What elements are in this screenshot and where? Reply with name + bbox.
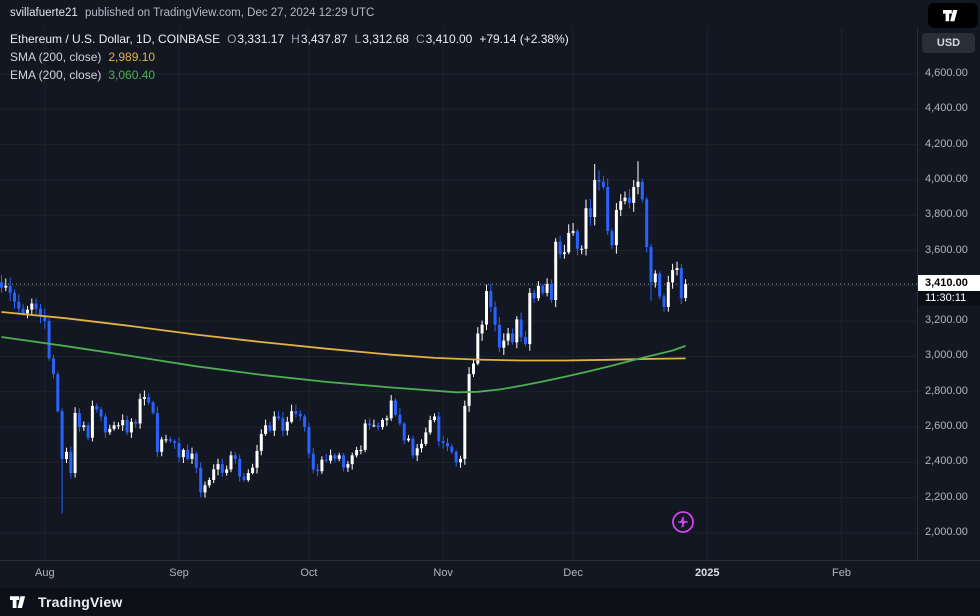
price-axis-label: 3,600.00 (925, 243, 968, 256)
ema-label: EMA (200, close) (10, 68, 102, 82)
bar-countdown: 11:30:11 (918, 291, 980, 307)
price-axis-label: 2,200.00 (925, 490, 968, 503)
chart-plot-area[interactable]: Ethereum / U.S. Dollar, 1D, COINBASE O 3,… (0, 28, 917, 560)
sma-label: SMA (200, close) (10, 50, 102, 64)
price-axis-label: 4,600.00 (925, 67, 968, 79)
time-axis-label: Nov (433, 567, 453, 579)
time-axis-label: Dec (563, 567, 583, 579)
tradingview-logo-icon (943, 9, 958, 21)
attribution: svillafuerte21 published on TradingView.… (10, 7, 374, 19)
lightning-circle-icon[interactable] (671, 510, 695, 534)
price-axis-label: 3,800.00 (925, 208, 968, 221)
footer-brand[interactable]: TradingView (38, 594, 123, 610)
time-axis-label: Feb (832, 567, 851, 579)
price-axis-label: 4,400.00 (925, 102, 968, 115)
price-axis-label: 2,400.00 (925, 455, 968, 468)
price-axis-label: 2,600.00 (925, 420, 968, 433)
attribution-username[interactable]: svillafuerte21 (10, 7, 78, 19)
attribution-text: published on TradingView.com, Dec 27, 20… (84, 7, 375, 19)
time-axis[interactable]: Aug Sep Oct Nov Dec 2025 Feb (0, 560, 980, 588)
price-axis-label: 4,000.00 (925, 172, 968, 185)
current-price-label: 3,410.00 (918, 275, 980, 292)
ema-value: 3,060.40 (108, 68, 156, 82)
price-axis-label: 3,000.00 (925, 349, 968, 362)
price-change: +79.14 (+2.38%) (479, 32, 569, 46)
tradingview-logo-badge[interactable] (928, 3, 978, 28)
price-axis-label: 4,200.00 (925, 137, 968, 150)
ohlc-low: L 3,312.68 (354, 32, 409, 46)
symbol-legend-row[interactable]: Ethereum / U.S. Dollar, 1D, COINBASE O 3,… (10, 32, 569, 47)
price-axis-label: 2,000.00 (925, 526, 968, 538)
ohlc-open: O 3,331.17 (227, 32, 285, 46)
time-axis-label: Oct (300, 567, 318, 579)
current-price-badge: 3,410.00 11:30:11 (918, 275, 980, 307)
tradingview-logo-icon[interactable] (10, 595, 31, 609)
time-axis-label: Sep (169, 567, 189, 579)
ema-legend-row[interactable]: EMA (200, close) 3,060.40 (10, 68, 569, 83)
footer-bar: TradingView (0, 588, 980, 616)
chart-legend: Ethereum / U.S. Dollar, 1D, COINBASE O 3,… (10, 32, 569, 83)
sma-legend-row[interactable]: SMA (200, close) 2,989.10 (10, 50, 569, 65)
sma-value: 2,989.10 (108, 50, 156, 64)
time-axis-label: 2025 (695, 567, 720, 579)
candlestick-chart-svg[interactable] (0, 28, 917, 560)
price-axis[interactable]: USD 4,600.00 4,400.00 4,200.00 4,000.00 3,80… (917, 28, 980, 560)
price-axis-label: 3,200.00 (925, 314, 968, 327)
attribution-bar: svillafuerte21 published on TradingView.… (0, 0, 980, 28)
currency-toggle-button[interactable]: USD (922, 33, 975, 53)
time-axis-label: Aug (35, 567, 55, 579)
ohlc-high: H 3,437.87 (291, 32, 348, 46)
symbol-title: Ethereum / U.S. Dollar, 1D, COINBASE (10, 32, 221, 46)
ohlc-close: C 3,410.00 (415, 32, 473, 46)
price-axis-label: 2,800.00 (925, 384, 968, 397)
